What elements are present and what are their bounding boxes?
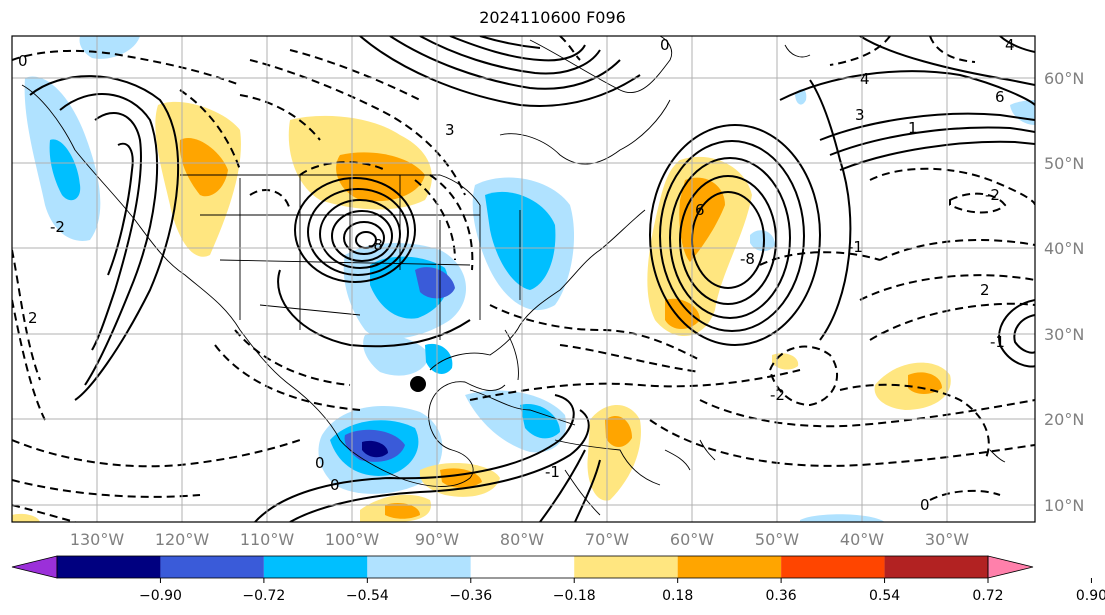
contour-label: 0 (18, 52, 28, 70)
lon-label: 90°W (415, 530, 459, 549)
latitude-labels: 60°N 50°N 40°N 30°N 20°N 10°N (1044, 69, 1084, 515)
colorbar-bin (781, 556, 885, 578)
colorbar-tick-label: −0.36 (449, 588, 492, 604)
lon-label: 110°W (240, 530, 295, 549)
graticule (12, 36, 1035, 522)
contour-label: 6 (995, 88, 1005, 106)
longitude-labels: 130°W 120°W 110°W 100°W 90°W 80°W 70°W 6… (70, 530, 969, 549)
contour-label: 3 (855, 106, 865, 124)
contour-label: 0 (315, 454, 325, 472)
contour-label: -8 (368, 236, 383, 254)
lat-label: 10°N (1044, 496, 1084, 515)
map-panel: 0 0 2 2 3 3 4 4 6 -8 -8 1 -1 -2 -2 -1 -1… (12, 36, 1035, 522)
lat-label: 50°N (1044, 154, 1084, 173)
contour-label: -1 (848, 238, 863, 256)
colorbar-bin (57, 556, 161, 578)
colorbar-bin (263, 556, 368, 578)
lon-label: 40°W (840, 530, 884, 549)
colorbar-extend-high (987, 555, 1034, 579)
colorbar-tick-label: 0.36 (766, 588, 797, 604)
colorbar-tick-label: 0.18 (662, 588, 693, 604)
colorbar-tick-label: 0.54 (869, 588, 900, 604)
contour-label: -1 (545, 463, 560, 481)
lat-label: 60°N (1044, 69, 1084, 88)
colorbar-tick-label: −0.90 (139, 588, 182, 604)
contour-label: 3 (445, 121, 455, 139)
contour-label: 4 (860, 70, 870, 88)
map-title: 2024110600 F096 (479, 8, 626, 27)
lon-label: 70°W (585, 530, 629, 549)
colorbar-bin (574, 556, 678, 578)
colorbar-bin (884, 556, 988, 578)
contour-label: 0 (920, 496, 930, 514)
colorbar-bin (470, 556, 575, 578)
colorbar: −0.90 −0.72 −0.54 −0.36 −0.18 0.18 0.36 0.54 0.7… (11, 555, 1105, 604)
colorbar-tick-label: −0.72 (242, 588, 285, 604)
colorbar-tick-label: −0.18 (553, 588, 596, 604)
contour-label: -2 (770, 386, 785, 404)
colorbar-bin (160, 556, 264, 578)
colorbar-bin (677, 556, 782, 578)
colorbar-extend-low (11, 555, 58, 579)
contour-labels: 0 0 2 2 3 3 4 4 6 -8 -8 1 -1 -2 -2 -1 -1… (18, 36, 1015, 514)
lat-label: 40°N (1044, 239, 1084, 258)
lat-label: 30°N (1044, 325, 1084, 344)
contour-label: 1 (908, 119, 918, 137)
contour-label: -2 (985, 186, 1000, 204)
lon-label: 60°W (670, 530, 714, 549)
lon-label: 80°W (500, 530, 544, 549)
position-marker (410, 376, 426, 392)
solid-contours (29, 36, 1035, 522)
contour-label: -2 (50, 218, 65, 236)
lon-label: 130°W (70, 530, 125, 549)
colorbar-tick-label: 0.90 (1076, 588, 1105, 604)
lon-label: 120°W (155, 530, 210, 549)
lon-label: 100°W (325, 530, 380, 549)
lon-label: 50°W (755, 530, 799, 549)
contour-label: 6 (695, 201, 705, 219)
dashed-contours (12, 36, 1035, 522)
colorbar-outline (56, 555, 989, 579)
contour-label: 0 (660, 36, 670, 54)
map-border (11, 35, 1036, 523)
contour-label: 2 (28, 309, 38, 327)
lon-label: 30°W (925, 530, 969, 549)
lat-label: 20°N (1044, 410, 1084, 429)
colorbar-tick-label: −0.54 (346, 588, 389, 604)
colorbar-tick-label: 0.72 (972, 588, 1003, 604)
contour-label: 2 (980, 281, 990, 299)
colorbar-bin (367, 556, 471, 578)
contour-label: 0 (330, 476, 340, 494)
contour-label: 4 (1005, 36, 1015, 54)
contour-label: -8 (740, 250, 755, 268)
contour-label: -1 (990, 333, 1005, 351)
